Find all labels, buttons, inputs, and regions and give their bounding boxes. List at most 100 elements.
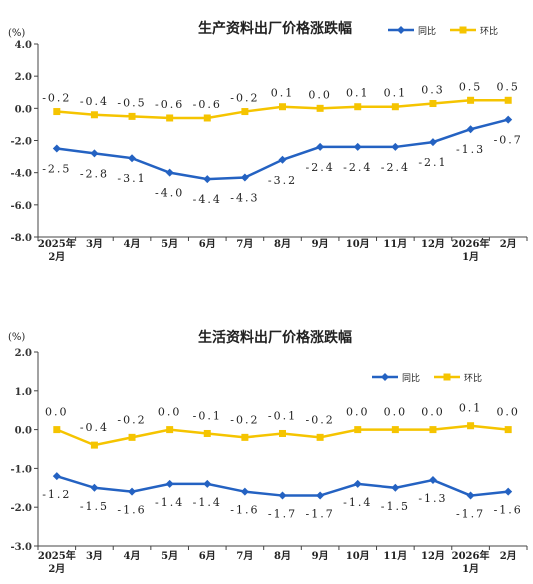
y-tick-label: 2.0 — [15, 72, 32, 83]
x-tick-label: 2月 — [500, 550, 517, 562]
data-label: -0.2 — [42, 92, 71, 105]
data-point — [203, 175, 212, 184]
data-point — [391, 142, 400, 151]
y-tick-label: 0.0 — [15, 426, 32, 437]
data-label: -1.3 — [418, 492, 447, 505]
x-tick-label: 8月 — [274, 238, 291, 250]
legend-label: 同比 — [402, 372, 420, 384]
data-point — [279, 429, 286, 437]
data-label: -0.2 — [230, 413, 259, 426]
data-point — [240, 487, 249, 496]
data-label: -0.4 — [80, 421, 109, 434]
data-label: -2.8 — [80, 167, 109, 180]
data-label: -1.4 — [193, 496, 222, 509]
data-point — [203, 114, 211, 122]
data-label: -2.4 — [306, 161, 335, 174]
x-tick-label: 10月 — [346, 238, 370, 250]
data-point — [316, 104, 324, 112]
x-tick-label: 5月 — [161, 550, 178, 562]
data-label: -1.6 — [117, 504, 146, 517]
data-label: -2.5 — [42, 163, 71, 176]
data-label: -1.2 — [42, 488, 71, 501]
data-point — [203, 429, 211, 437]
data-point — [166, 114, 174, 122]
data-label: 0.1 — [271, 87, 295, 100]
x-tick-label: 2025年 — [38, 549, 76, 562]
data-point — [52, 144, 61, 153]
data-point — [467, 96, 475, 104]
data-label: 0.1 — [384, 87, 408, 100]
data-label: 0.0 — [496, 406, 520, 419]
data-label: -0.2 — [306, 413, 335, 426]
data-point — [504, 115, 513, 124]
data-label: -1.7 — [268, 508, 297, 521]
x-tick-label: 2025年 — [38, 237, 76, 250]
data-point — [316, 142, 325, 151]
x-tick-label: 2月 — [500, 238, 517, 250]
y-tick-label: 0.0 — [15, 104, 32, 115]
data-point — [466, 125, 475, 134]
x-tick-label: 10月 — [346, 550, 370, 562]
living-materials-chart: 生活资料出厂价格涨跌幅 (%) 2.0 1.0 0.0 -1.0 -2.0 -3.0 202… — [8, 329, 528, 575]
data-label: -0.6 — [155, 98, 184, 111]
legend-label: 环比 — [464, 372, 482, 384]
data-label: 0.0 — [308, 88, 332, 101]
y-tick-label: -8.0 — [10, 233, 32, 244]
data-label: 0.5 — [459, 80, 483, 93]
data-label: -3.1 — [117, 172, 146, 185]
data-point — [504, 487, 513, 496]
data-label: 0.5 — [496, 80, 520, 93]
data-label: -1.6 — [230, 504, 259, 517]
data-point — [353, 142, 362, 151]
data-label: -0.2 — [117, 413, 146, 426]
data-point — [90, 111, 98, 119]
data-point — [504, 96, 512, 104]
x-tick-label: 4月 — [124, 238, 141, 250]
x-tick-label: 1月 — [462, 563, 479, 575]
x-tick-label: 9月 — [312, 550, 329, 562]
legend-label: 环比 — [480, 25, 498, 37]
x-tick-label: 6月 — [199, 550, 216, 562]
x-tick-label: 7月 — [236, 550, 253, 562]
data-point — [240, 173, 249, 182]
x-tick-label: 2026年 — [452, 549, 490, 562]
data-label: 0.3 — [421, 84, 445, 97]
legend-marker — [443, 373, 451, 381]
data-point — [52, 472, 61, 481]
x-tick-label: 6月 — [199, 238, 216, 250]
data-point — [466, 491, 475, 500]
y-unit-label: (%) — [8, 332, 25, 343]
data-label: 0.0 — [158, 406, 182, 419]
data-point — [278, 155, 287, 164]
data-label: -0.5 — [117, 96, 146, 109]
data-label: -2.1 — [418, 156, 447, 169]
x-tick-label: 1月 — [462, 251, 479, 263]
data-point — [165, 168, 174, 177]
data-label: -1.4 — [343, 496, 372, 509]
data-label: -1.7 — [456, 508, 485, 521]
data-point — [128, 433, 136, 441]
data-point — [90, 149, 99, 158]
data-label: -0.7 — [494, 134, 523, 147]
legend-marker — [381, 373, 389, 381]
y-tick-label: 2.0 — [15, 348, 32, 359]
data-label: -4.0 — [155, 187, 184, 200]
data-point — [391, 483, 400, 492]
data-point — [316, 491, 325, 500]
y-tick-label: -6.0 — [10, 201, 32, 212]
data-point — [241, 433, 249, 441]
y-tick-label: -2.0 — [10, 137, 32, 148]
data-point — [354, 103, 362, 111]
chart-title: 生产资料出厂价格涨跌幅 — [198, 20, 352, 37]
data-label: -1.5 — [381, 500, 410, 513]
data-point — [429, 100, 437, 108]
x-tick-label: 12月 — [421, 238, 445, 250]
data-point — [428, 138, 437, 147]
y-unit-label: (%) — [8, 28, 25, 39]
data-label: -2.4 — [381, 161, 410, 174]
data-label: -1.3 — [456, 143, 485, 156]
data-point — [429, 426, 437, 434]
y-tick-label: 4.0 — [15, 40, 32, 51]
data-label: -4.4 — [193, 193, 222, 206]
x-tick-label: 7月 — [236, 238, 253, 250]
